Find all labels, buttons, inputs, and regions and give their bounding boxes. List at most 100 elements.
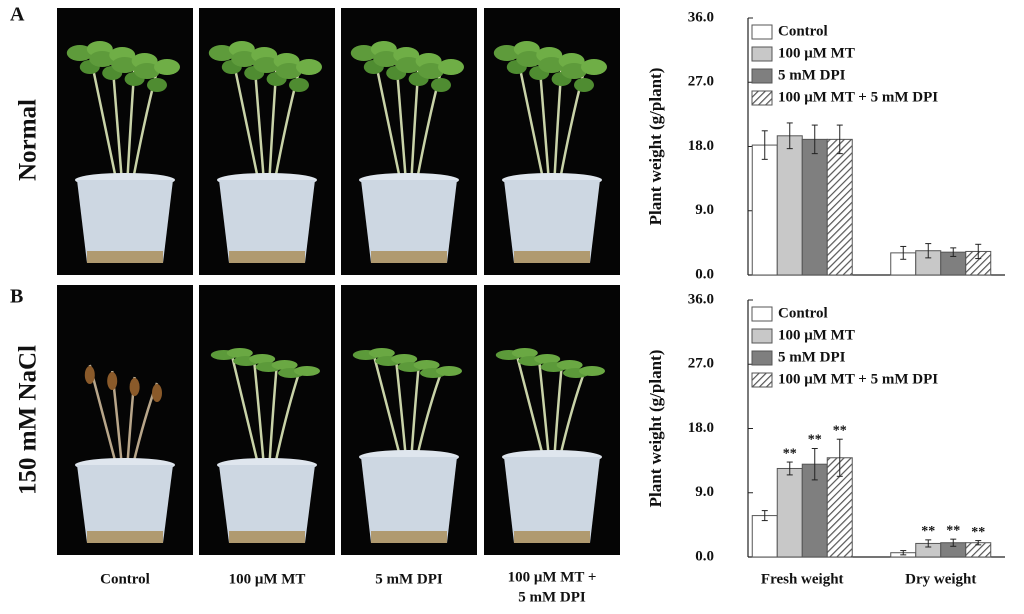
legend-label: 5 mM DPI	[778, 67, 846, 83]
pot	[219, 180, 315, 263]
error-bar	[975, 540, 982, 546]
error-bar	[811, 124, 818, 155]
legend-swatch	[751, 68, 773, 84]
significance: **	[783, 446, 797, 461]
legend-swatch	[751, 46, 773, 62]
error-bar	[786, 461, 793, 476]
stem	[558, 372, 586, 458]
error-bar	[925, 243, 932, 259]
error-bar	[950, 538, 957, 547]
error-bar	[761, 510, 768, 522]
leaf	[276, 63, 302, 79]
pot	[219, 465, 315, 543]
significance: **	[971, 525, 985, 540]
leaf	[296, 59, 322, 75]
row-label: 150 mM NaCl	[15, 345, 42, 495]
error-bar	[836, 124, 843, 155]
leaf	[418, 63, 444, 79]
y-axis-label: Plant weight (g/plant)	[646, 350, 665, 508]
leaf	[226, 348, 253, 358]
leaf	[438, 59, 464, 75]
y-tick-label: 36.0	[688, 9, 714, 25]
leaf	[516, 51, 543, 67]
stem	[515, 354, 545, 458]
leaf	[395, 57, 422, 73]
leaf	[89, 51, 116, 67]
leaf	[431, 78, 451, 92]
legend-label: 100 μM MT	[778, 327, 855, 343]
photo	[199, 285, 335, 555]
error-bar	[836, 438, 843, 477]
pot-base	[514, 251, 590, 263]
leaf	[152, 384, 162, 402]
bar	[801, 138, 828, 276]
stem	[268, 366, 278, 466]
bar	[776, 135, 803, 276]
column-label: 5 mM DPI	[375, 571, 443, 587]
pot-base	[87, 251, 163, 263]
pot-base	[87, 531, 163, 543]
y-tick-label: 36.0	[688, 291, 714, 307]
stem	[415, 372, 443, 458]
photo	[484, 8, 620, 275]
stem	[372, 354, 402, 458]
stem	[394, 360, 408, 458]
leaf	[154, 59, 180, 75]
photo	[199, 8, 335, 275]
legend-label: 5 mM DPI	[778, 349, 846, 365]
panel-label: A	[10, 4, 25, 26]
significance: **	[921, 524, 935, 539]
leaf	[413, 360, 440, 370]
leaf	[111, 57, 138, 73]
stem	[273, 372, 301, 466]
leaf	[581, 59, 607, 75]
pot-base	[371, 251, 447, 263]
legend-label: 100 μM MT + 5 mM DPI	[778, 89, 938, 105]
legend-label: Control	[778, 305, 828, 321]
leaf	[107, 372, 118, 390]
significance: **	[946, 523, 960, 538]
legend-swatch	[751, 90, 773, 106]
stem	[537, 360, 551, 458]
leaf	[574, 78, 594, 92]
leaf	[368, 348, 395, 358]
leaf	[294, 366, 320, 376]
leaf	[534, 354, 561, 364]
leaf	[231, 51, 258, 67]
x-tick-label: Dry weight	[905, 571, 976, 587]
pot-base	[229, 251, 305, 263]
leaf	[249, 354, 276, 364]
leaf	[208, 45, 235, 61]
leaf	[66, 45, 93, 61]
y-tick-label: 0.0	[695, 548, 714, 564]
photo	[57, 285, 193, 555]
bar	[751, 144, 778, 276]
error-bar	[900, 245, 907, 260]
leaf	[84, 366, 95, 384]
stem	[252, 360, 266, 466]
stem	[553, 366, 563, 458]
legend-swatch	[751, 306, 773, 322]
y-tick-label: 0.0	[695, 266, 714, 282]
legend-swatch	[751, 24, 773, 40]
legend-swatch	[751, 350, 773, 366]
y-tick-label: 27.0	[688, 356, 714, 372]
pot-base	[371, 531, 447, 543]
error-bar	[786, 122, 793, 150]
bar	[826, 138, 853, 276]
bar	[915, 250, 942, 276]
legend-swatch	[751, 372, 773, 388]
leaf	[134, 63, 160, 79]
pot	[77, 465, 173, 543]
pot-base	[229, 531, 305, 543]
leaf	[147, 78, 167, 92]
leaf	[579, 366, 605, 376]
leaf	[129, 378, 140, 396]
y-tick-label: 9.0	[695, 202, 714, 218]
leaf	[511, 348, 538, 358]
error-bar	[811, 447, 818, 481]
column-label: Control	[100, 571, 150, 587]
pot	[361, 180, 457, 263]
photo	[341, 8, 477, 275]
